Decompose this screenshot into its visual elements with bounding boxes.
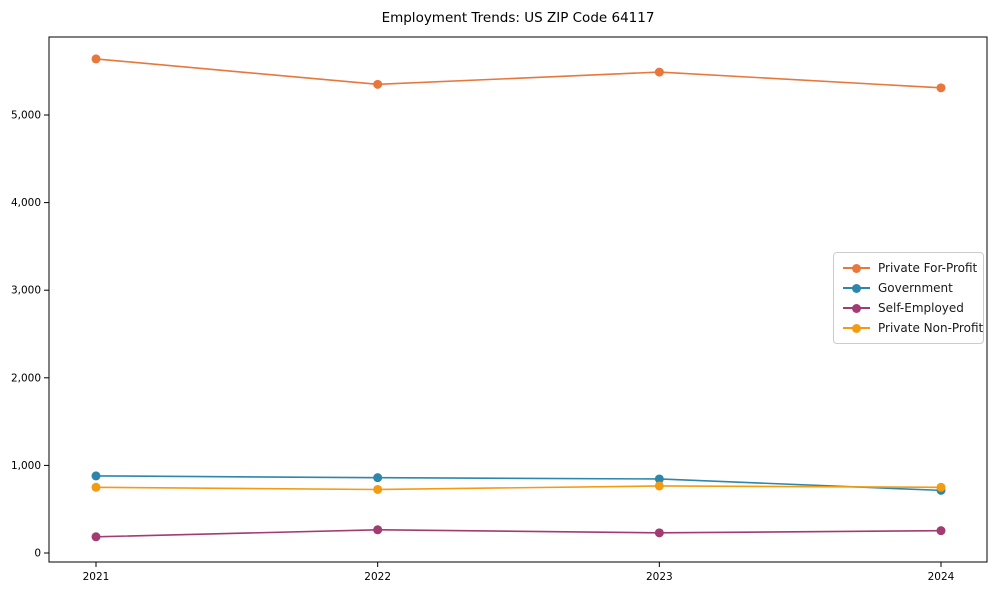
x-tick-label: 2021: [83, 571, 110, 583]
data-point: [373, 484, 383, 494]
y-tick-label: 4,000: [11, 197, 41, 209]
legend: Private For-Profit Government Self-Employe…: [833, 252, 984, 344]
x-tick-label: 2022: [364, 571, 391, 583]
legend-label: Self-Employed: [878, 301, 964, 315]
y-tick-label: 5,000: [11, 110, 41, 122]
x-tick-label: 2023: [646, 571, 673, 583]
chart-title: Employment Trends: US ZIP Code 64117: [381, 10, 655, 26]
legend-item-private-non-profit: Private Non-Profit: [843, 318, 983, 338]
data-point: [936, 526, 946, 536]
data-point: [91, 482, 101, 492]
series-line: [95, 475, 942, 492]
legend-item-private-for-profit: Private For-Profit: [843, 258, 978, 278]
series-private-non-profit: [91, 481, 946, 494]
data-point: [373, 79, 383, 89]
series-line: [95, 58, 942, 89]
y-tick-label: 2,000: [11, 372, 41, 384]
series-private-for-profit: [91, 54, 946, 93]
data-point: [936, 482, 946, 492]
legend-item-self-employed: Self-Employed: [843, 298, 975, 318]
series-government: [91, 471, 946, 495]
x-tick-label: 2024: [928, 571, 955, 583]
legend-label: Private For-Profit: [878, 261, 978, 275]
legend-item-government: Government: [843, 278, 975, 298]
y-tick-label: 3,000: [11, 285, 41, 297]
series-line: [95, 485, 942, 491]
series-line: [95, 528, 942, 538]
data-point: [654, 474, 664, 484]
legend-line-marker-icon: [843, 303, 870, 313]
y-tick-label: 0: [34, 548, 41, 560]
data-point: [91, 54, 101, 64]
data-point: [654, 528, 664, 538]
data-point: [91, 471, 101, 481]
legend-line-marker-icon: [843, 323, 870, 333]
data-point: [936, 83, 946, 93]
y-tick-label: 1,000: [11, 460, 41, 472]
data-point: [91, 532, 101, 542]
data-point: [654, 67, 664, 77]
plot-border: [48, 36, 988, 563]
data-point: [654, 481, 664, 491]
data-point: [373, 525, 383, 535]
legend-label: Private Non-Profit: [878, 321, 984, 335]
legend-line-marker-icon: [843, 283, 870, 293]
series-self-employed: [91, 525, 946, 542]
legend-label: Government: [878, 281, 953, 295]
data-point: [373, 473, 383, 483]
legend-line-marker-icon: [843, 263, 870, 273]
